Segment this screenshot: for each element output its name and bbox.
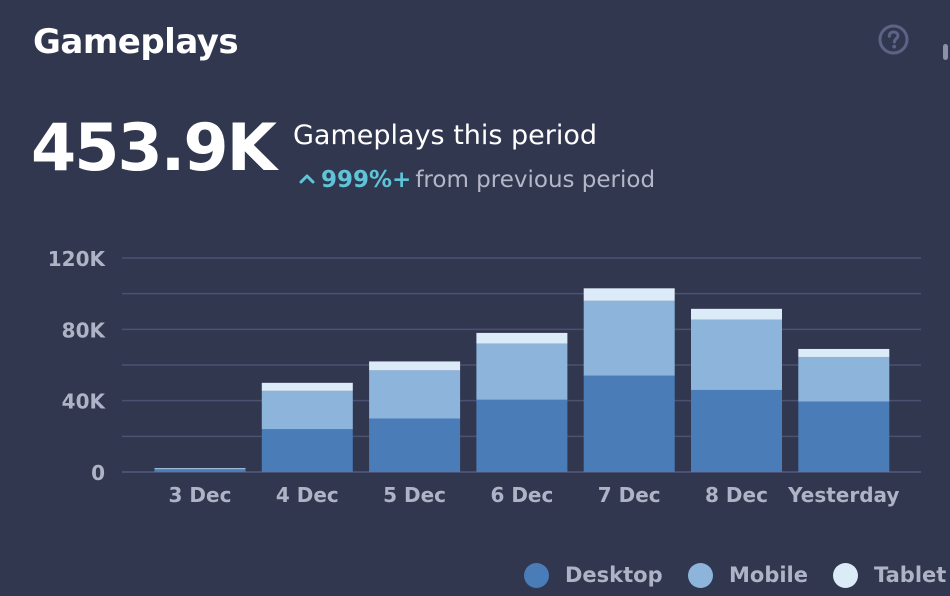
bar-segment-desktop — [798, 401, 890, 472]
chart-legend: Desktop Mobile Tablet — [0, 560, 950, 590]
kpi-change-percent: 999%+ — [321, 167, 412, 193]
bar-segment-mobile — [691, 319, 782, 390]
x-tick-label: 6 Dec — [490, 483, 553, 507]
legend-item-desktop[interactable]: Desktop — [524, 560, 663, 590]
y-tick-label: 120K — [48, 247, 107, 271]
x-tick-label: 4 Dec — [276, 483, 339, 507]
kpi-label: Gameplays this period — [293, 120, 598, 151]
bar-segment-tablet — [261, 382, 353, 391]
scrollbar-thumb[interactable] — [943, 44, 948, 60]
bar-segment-mobile — [798, 356, 890, 402]
bar-segment-desktop — [261, 429, 353, 472]
x-tick-label: 7 Dec — [598, 483, 661, 507]
bar-segment-desktop — [154, 469, 246, 472]
bar-segment-tablet — [476, 332, 568, 344]
bar-segment-tablet — [691, 308, 782, 320]
bar-segment-desktop — [476, 399, 568, 472]
bar-segment-tablet — [369, 361, 461, 371]
bar-segment-mobile — [261, 390, 353, 430]
kpi-change-text: from previous period — [415, 167, 656, 193]
x-tick-label: 3 Dec — [169, 483, 232, 507]
bar-segment-desktop — [369, 418, 461, 472]
legend-item-mobile[interactable]: Mobile — [688, 560, 808, 590]
x-tick-label: 5 Dec — [383, 483, 446, 507]
legend-label-tablet: Tablet — [874, 563, 947, 587]
y-tick-label: 40K — [62, 390, 107, 414]
bar-segment-tablet — [583, 288, 675, 301]
bar-segment-tablet — [798, 348, 890, 357]
bar-segment-mobile — [154, 468, 246, 470]
x-tick-label: Yesterday — [787, 483, 899, 507]
bar-segment-desktop — [691, 389, 782, 472]
legend-dot-desktop — [524, 562, 549, 588]
chevron-up-icon — [299, 174, 315, 183]
bar-segment-desktop — [583, 375, 675, 472]
kpi-value: 453.9K — [31, 111, 277, 186]
y-tick-label: 80K — [62, 318, 107, 342]
bar-segment-mobile — [369, 370, 461, 419]
legend-item-tablet[interactable]: Tablet — [833, 560, 946, 590]
kpi-change: 999%+ from previous period — [298, 167, 655, 193]
legend-label-desktop: Desktop — [565, 563, 663, 587]
stacked-bar-chart: 0 40K 80K 120K 3 Dec 4 Dec 5 Dec 6 Dec 7 Dec 8 De… — [48, 247, 921, 507]
widget-title: Gameplays — [33, 22, 239, 62]
bar-segment-mobile — [583, 300, 675, 376]
bar-segment-mobile — [476, 343, 568, 400]
y-tick-label: 0 — [91, 461, 105, 485]
legend-dot-tablet — [833, 562, 858, 588]
question-circle-icon[interactable] — [878, 24, 909, 55]
x-tick-label: 8 Dec — [705, 483, 768, 507]
legend-dot-mobile — [688, 562, 713, 588]
legend-label-mobile: Mobile — [729, 563, 808, 587]
